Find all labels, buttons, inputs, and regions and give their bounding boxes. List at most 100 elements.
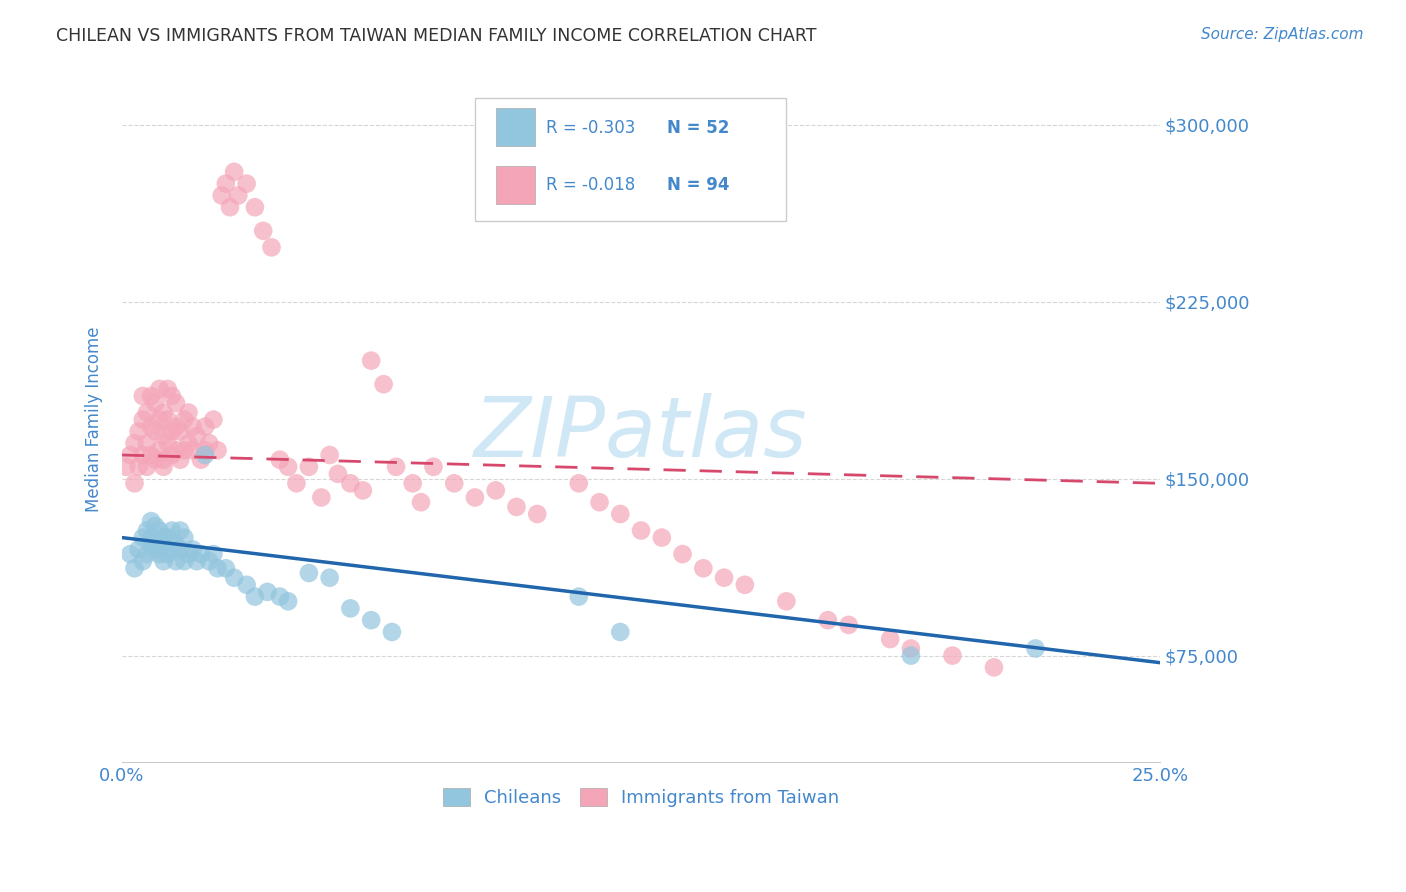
Point <box>256 585 278 599</box>
FancyBboxPatch shape <box>496 108 536 146</box>
Point <box>139 419 162 434</box>
Text: N = 94: N = 94 <box>666 176 730 194</box>
Point <box>190 547 212 561</box>
Point <box>156 382 179 396</box>
Point <box>152 405 174 419</box>
Point <box>156 436 179 450</box>
Point <box>252 224 274 238</box>
Point <box>143 396 166 410</box>
Point <box>202 547 225 561</box>
Point <box>143 538 166 552</box>
Point <box>352 483 374 498</box>
Point <box>215 561 238 575</box>
Point <box>224 571 246 585</box>
Point <box>194 443 217 458</box>
Point <box>671 547 693 561</box>
Legend: Chileans, Immigrants from Taiwan: Chileans, Immigrants from Taiwan <box>436 780 846 814</box>
Point <box>464 491 486 505</box>
Point <box>139 389 162 403</box>
Point <box>311 491 333 505</box>
Point <box>817 613 839 627</box>
Y-axis label: Median Family Income: Median Family Income <box>86 326 103 512</box>
Point <box>152 531 174 545</box>
Point <box>128 425 150 439</box>
Point <box>169 452 191 467</box>
Point <box>136 459 159 474</box>
Point <box>360 613 382 627</box>
Point <box>630 524 652 538</box>
Point <box>385 459 408 474</box>
Point <box>156 412 179 426</box>
Point <box>152 459 174 474</box>
Point <box>128 542 150 557</box>
Point <box>148 524 170 538</box>
Point <box>115 459 138 474</box>
Point <box>269 452 291 467</box>
Point <box>983 660 1005 674</box>
Point <box>139 538 162 552</box>
FancyBboxPatch shape <box>496 167 536 204</box>
Point <box>224 165 246 179</box>
Point <box>505 500 527 514</box>
Point <box>139 448 162 462</box>
Point <box>152 538 174 552</box>
Point <box>202 412 225 426</box>
Point <box>339 601 361 615</box>
Point <box>198 436 221 450</box>
Point <box>900 641 922 656</box>
Point <box>124 436 146 450</box>
Point <box>132 389 155 403</box>
Point <box>285 476 308 491</box>
Point <box>156 547 179 561</box>
Text: R = -0.303: R = -0.303 <box>546 119 636 137</box>
Point <box>298 566 321 580</box>
Point <box>181 419 204 434</box>
Point <box>181 443 204 458</box>
Point <box>136 547 159 561</box>
FancyBboxPatch shape <box>475 98 786 221</box>
Point <box>143 452 166 467</box>
Point <box>136 524 159 538</box>
Point <box>177 547 200 561</box>
Point <box>160 524 183 538</box>
Point <box>900 648 922 663</box>
Point <box>609 625 631 640</box>
Point <box>132 448 155 462</box>
Point <box>165 554 187 568</box>
Point <box>160 389 183 403</box>
Point <box>339 476 361 491</box>
Point <box>148 412 170 426</box>
Point <box>143 425 166 439</box>
Point <box>422 459 444 474</box>
Point <box>148 547 170 561</box>
Point <box>148 382 170 396</box>
Point <box>132 531 155 545</box>
Point <box>373 377 395 392</box>
Point <box>152 452 174 467</box>
Point <box>409 495 432 509</box>
Point <box>381 625 404 640</box>
Point <box>169 542 191 557</box>
Point <box>226 188 249 202</box>
Point <box>186 429 208 443</box>
Point <box>143 518 166 533</box>
Point <box>148 443 170 458</box>
Point <box>1024 641 1046 656</box>
Point <box>177 436 200 450</box>
Point <box>941 648 963 663</box>
Point <box>165 396 187 410</box>
Point <box>165 443 187 458</box>
Point <box>207 561 229 575</box>
Point <box>713 571 735 585</box>
Point <box>198 554 221 568</box>
Point <box>215 177 238 191</box>
Point <box>194 448 217 462</box>
Point <box>326 467 349 481</box>
Text: CHILEAN VS IMMIGRANTS FROM TAIWAN MEDIAN FAMILY INCOME CORRELATION CHART: CHILEAN VS IMMIGRANTS FROM TAIWAN MEDIAN… <box>56 27 817 45</box>
Point <box>485 483 508 498</box>
Text: R = -0.018: R = -0.018 <box>546 176 634 194</box>
Point <box>318 448 340 462</box>
Point <box>156 531 179 545</box>
Point <box>120 448 142 462</box>
Point <box>260 240 283 254</box>
